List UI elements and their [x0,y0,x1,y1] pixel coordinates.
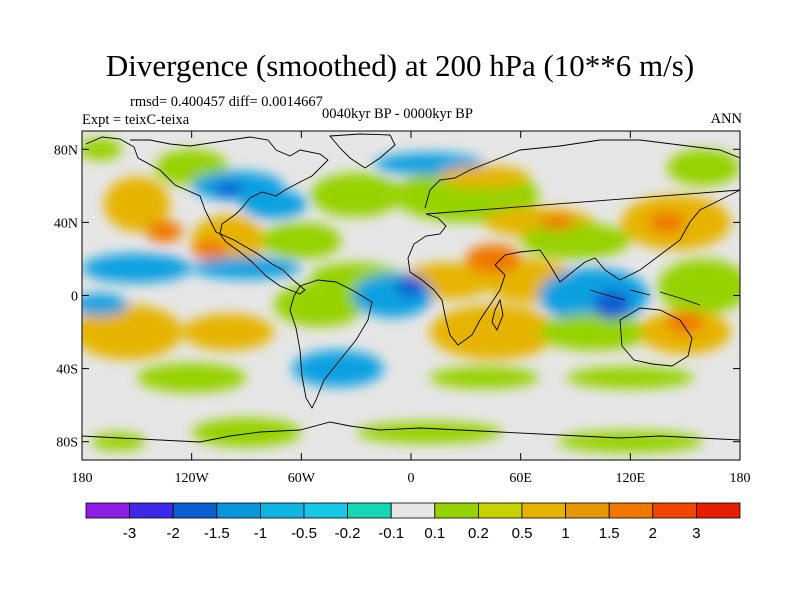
contour-region-24 [182,313,274,351]
colorbar-swatch-6 [347,502,392,519]
coastlines [82,133,740,443]
colorbar-label-1: -2 [167,525,180,542]
colorbar-swatch-9 [477,502,523,519]
stats-label: rmsd= 0.400457 diff= 0.0014667 [130,94,323,110]
contour-region-22 [82,304,183,360]
contour-region-0 [82,138,123,161]
contour-region-33 [429,366,539,389]
colorbar-label-10: 1 [561,525,569,542]
contour-region-14 [666,149,740,186]
contour-region-27 [396,275,426,298]
contour-region-6 [261,222,342,259]
contour-region-32 [292,350,384,387]
colorbar-swatch-3 [216,502,261,519]
contour-region-12 [520,222,631,259]
contour-region-29 [538,313,649,351]
period-label: 0040kyr BP - 0000kyr BP [322,106,473,122]
colorbar-swatch-10 [521,502,566,519]
y-tick-label-3: 40S [56,363,78,378]
colorbar-label-4: -0.5 [291,525,317,542]
colorbar-label-6: -0.1 [378,525,404,542]
plot-title: Divergence (smoothed) at 200 hPa (10**6 … [105,48,695,83]
contour-region-15 [82,253,192,283]
y-tick-label-4: 80S [56,436,78,451]
contour-region-10 [438,165,530,188]
colorbar-swatch-5 [303,502,348,519]
contour-region-4 [103,176,170,232]
colorbar-swatch-7 [390,502,436,519]
coast-greenland [329,133,396,169]
colorbar-swatch-4 [259,502,305,519]
contour-region-45 [465,244,521,274]
colorbar-label-5: -0.2 [335,525,361,542]
contour-region-7 [310,173,402,217]
y-tick-label-1: 40N [54,216,78,231]
contour-region-38 [557,430,704,453]
coast-south-america [289,279,373,409]
x-tick-label-3: 0 [408,471,415,486]
colorbar-swatch-11 [565,502,610,519]
colorbar-swatch-14 [696,502,741,519]
contour-region-36 [191,417,302,448]
contour-region-46 [666,311,704,334]
x-tick-label-1: 120W [175,471,210,486]
contour-region-40 [191,240,229,259]
contour-region-42 [538,215,576,230]
contour-region-21 [657,258,740,314]
x-tick-label-4: 60E [509,471,532,486]
contour-region-16 [191,257,302,280]
colorbar-label-8: 0.2 [468,525,489,542]
x-tick-label-2: 60W [288,471,316,486]
contour-region-23 [82,293,128,316]
contour-region-35 [91,432,146,451]
colorbar-label-9: 0.5 [512,525,533,542]
x-tick-label-0: 180 [72,471,93,486]
contour-region-34 [566,366,695,389]
colorbar-label-2: -1.5 [204,525,230,542]
colorbar-label-3: -1 [254,525,267,542]
contour-region-37 [356,421,503,444]
contour-region-25 [273,282,366,327]
contour-region-28 [429,304,558,360]
coast-eurasia-africa [407,139,740,346]
x-tick-label-6: 180 [730,471,751,486]
x-tick-label-5: 120E [616,471,646,486]
coast-indonesia [589,289,701,306]
contour-region-39 [145,220,183,243]
colorbar-label-13: 3 [692,525,700,542]
colorbar-label-7: 0.1 [424,525,445,542]
colorbar-label-12: 2 [649,525,657,542]
contour-region-41 [648,211,686,234]
colorbar-swatch-8 [434,502,479,519]
contour-region-3 [241,189,307,219]
y-tick-label-0: 80N [54,143,78,158]
colorbar-swatch-1 [129,502,174,519]
contour-region-31 [136,363,247,393]
coast-australia [619,307,693,367]
coast-north-america [85,136,329,295]
season-label: ANN [710,111,742,127]
colorbar-swatch-12 [608,502,654,519]
colorbar-swatch-0 [85,502,130,519]
colorbar-swatch-2 [172,502,218,519]
colorbar-label-11: 1.5 [599,525,620,542]
y-tick-label-2: 0 [71,290,78,305]
coast-antarctica [82,421,740,443]
colorbar-label-0: -3 [123,525,136,542]
experiment-label: Expt = teixC-teixa [82,112,190,128]
coast-madagascar [491,298,504,331]
colorbar-swatch-13 [652,502,697,519]
contour-region-44 [213,182,243,197]
contour-region-43 [593,290,631,320]
